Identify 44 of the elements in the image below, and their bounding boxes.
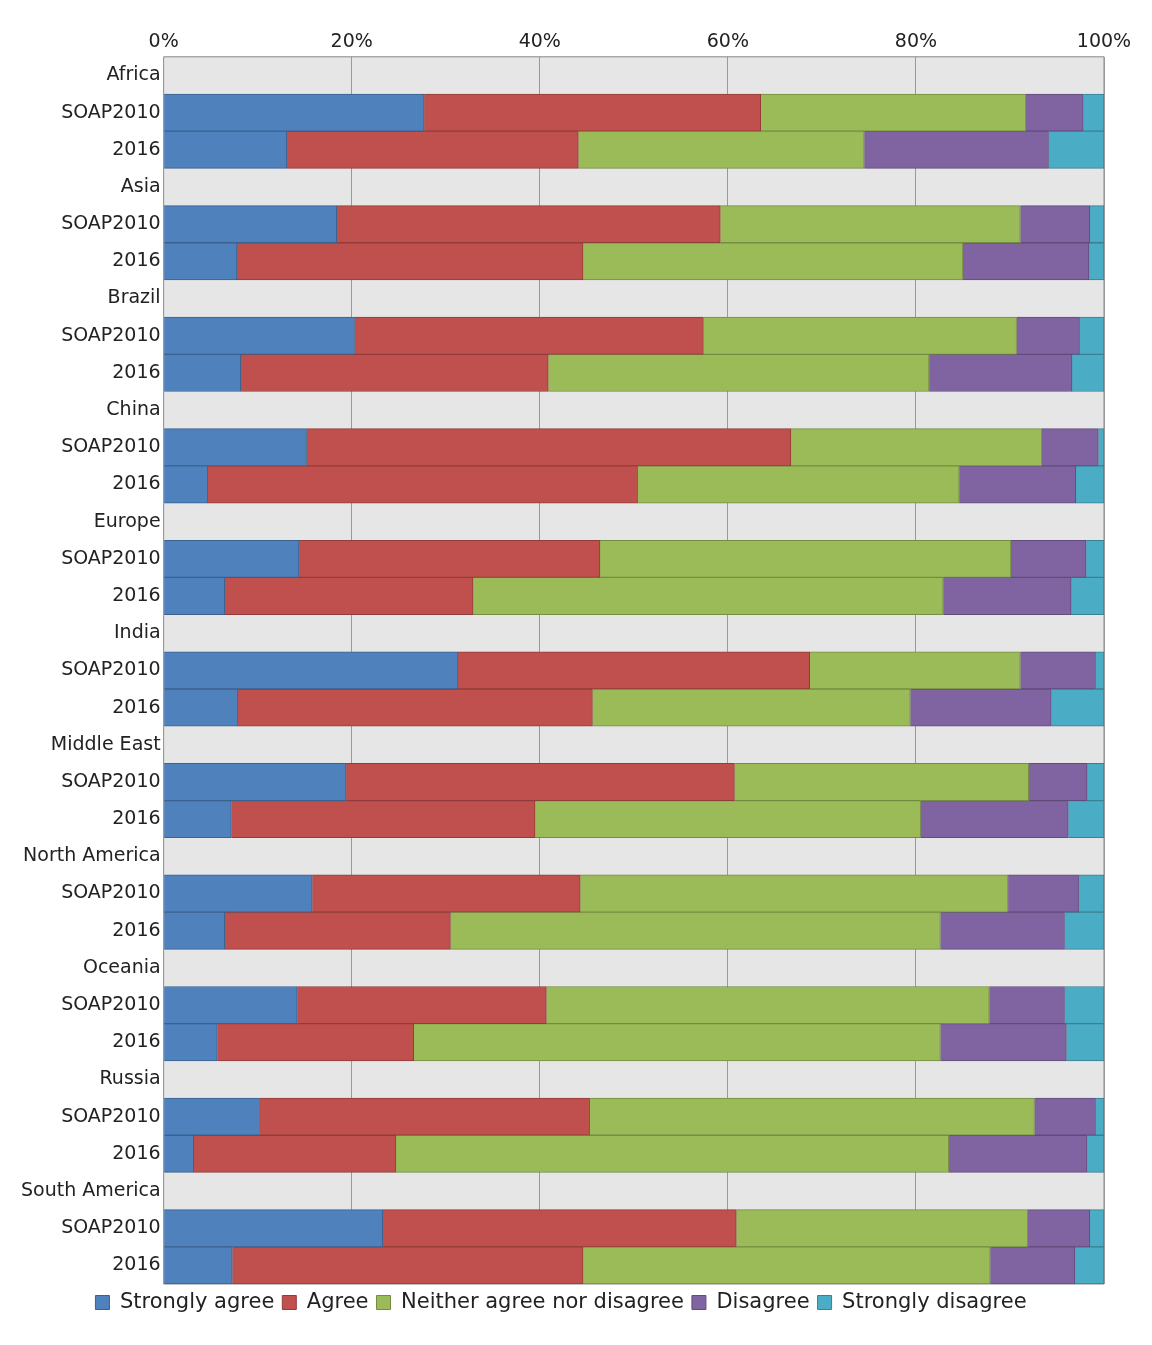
y-tick-label: South America bbox=[20, 1177, 161, 1200]
y-tick-label: Europe bbox=[93, 508, 161, 531]
legend-label: Disagree bbox=[716, 1288, 810, 1313]
y-tick-label: SOAP2010 bbox=[61, 657, 161, 680]
legend-label: Neither agree nor disagree bbox=[401, 1288, 684, 1313]
y-tick-label: SOAP2010 bbox=[61, 768, 161, 791]
x-tick-label: 0% bbox=[148, 29, 179, 52]
y-tick-label: SOAP2010 bbox=[61, 322, 161, 345]
y-tick-label: 2016 bbox=[112, 248, 161, 271]
y-tick-label: SOAP2010 bbox=[61, 880, 161, 903]
y-tick-label: SOAP2010 bbox=[61, 211, 161, 234]
x-tick-label: 40% bbox=[518, 29, 561, 52]
y-tick-label: 2016 bbox=[112, 136, 161, 159]
legend-label: Agree bbox=[306, 1288, 369, 1313]
y-tick-label: 2016 bbox=[112, 1029, 161, 1052]
y-tick-label: China bbox=[106, 397, 161, 420]
y-tick-label: SOAP2010 bbox=[61, 992, 161, 1015]
y-tick-label: Africa bbox=[106, 62, 161, 85]
y-tick-label: SOAP2010 bbox=[61, 1103, 161, 1126]
y-tick-label: North America bbox=[23, 843, 161, 866]
y-tick-label: Middle East bbox=[50, 731, 161, 754]
y-tick-label: Oceania bbox=[82, 954, 161, 977]
y-tick-label: SOAP2010 bbox=[61, 99, 161, 122]
y-tick-label: 2016 bbox=[112, 1140, 161, 1163]
y-tick-label: 2016 bbox=[112, 582, 161, 605]
y-tick-label: India bbox=[113, 620, 161, 643]
y-tick-label: Brazil bbox=[107, 285, 161, 308]
y-tick-label: 2016 bbox=[112, 471, 161, 494]
y-tick-label: Russia bbox=[99, 1066, 161, 1089]
y-tick-label: 2016 bbox=[112, 694, 161, 717]
y-tick-label: SOAP2010 bbox=[61, 434, 161, 457]
x-tick-label: 60% bbox=[706, 29, 749, 52]
y-tick-label: SOAP2010 bbox=[61, 545, 161, 568]
legend-label: Strongly agree bbox=[119, 1288, 275, 1313]
y-tick-label: 2016 bbox=[112, 917, 161, 940]
x-tick-label: 20% bbox=[330, 29, 373, 52]
x-tick-label: 80% bbox=[894, 29, 938, 52]
y-tick-label: 2016 bbox=[112, 359, 161, 382]
y-tick-label: Asia bbox=[120, 173, 161, 196]
legend-label: Strongly disagree bbox=[842, 1288, 1027, 1313]
y-tick-label: 2016 bbox=[112, 1252, 161, 1275]
y-tick-label: 2016 bbox=[112, 806, 161, 829]
x-tick-label: 100% bbox=[1076, 29, 1132, 52]
y-tick-label: SOAP2010 bbox=[61, 1215, 161, 1238]
